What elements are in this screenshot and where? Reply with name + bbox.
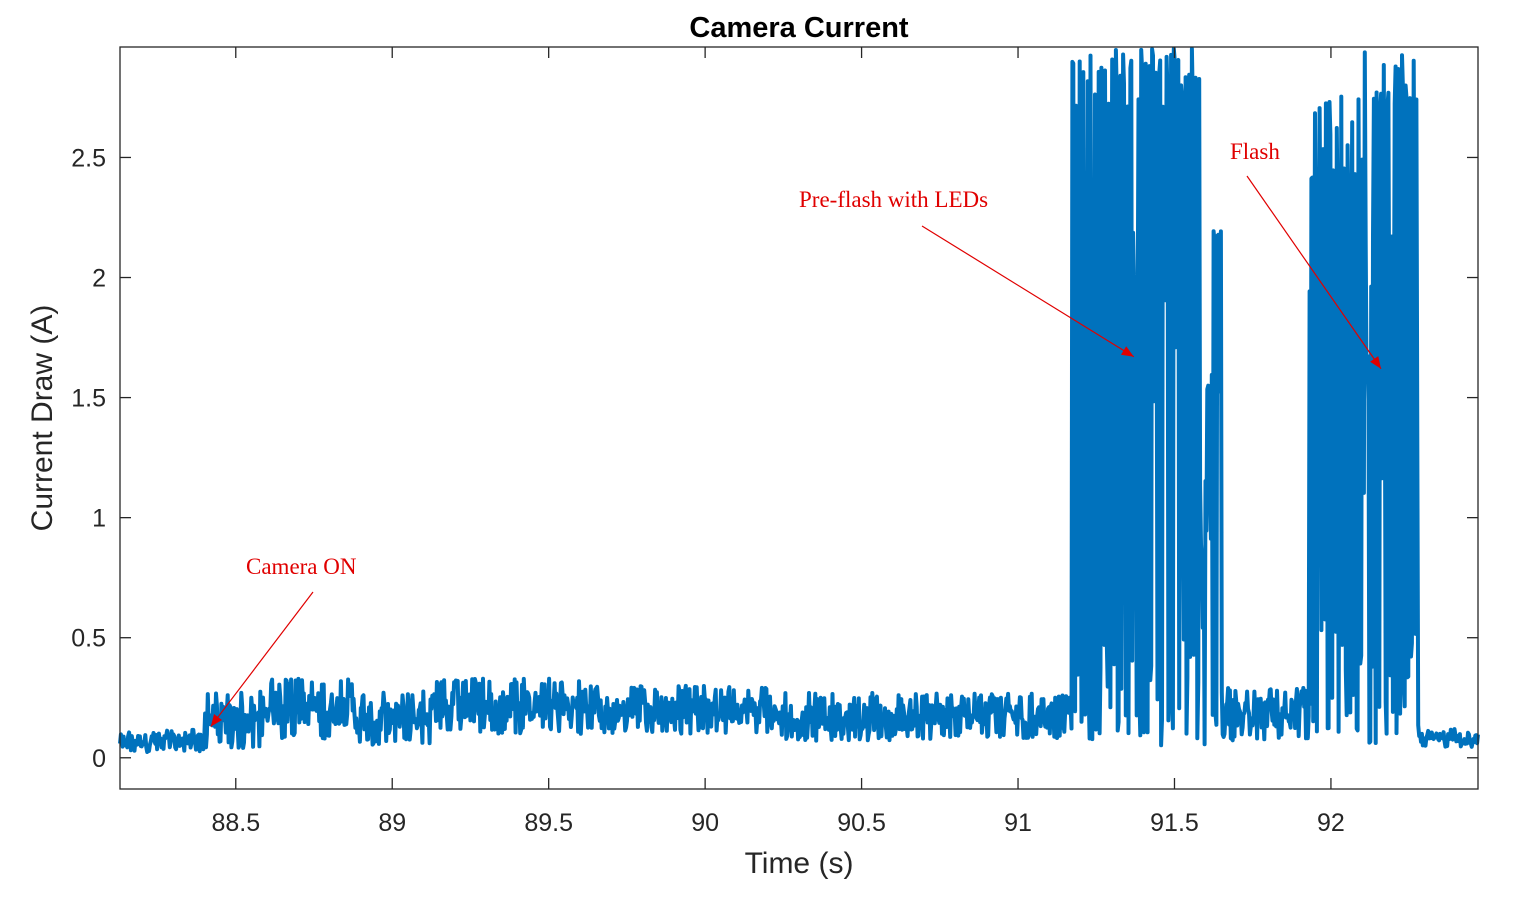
x-tick-label: 91.5 [1150, 809, 1199, 837]
x-tick-label: 89.5 [524, 809, 573, 837]
annotation-label: Pre-flash with LEDs [799, 187, 988, 212]
y-axis-title: Current Draw (A) [26, 305, 59, 532]
y-tick-label: 0.5 [71, 625, 106, 653]
x-tick-label: 90 [691, 809, 719, 837]
x-axis-title: Time (s) [745, 847, 854, 880]
annotation-arrowhead [210, 713, 222, 727]
annotation-layer: Camera ON Pre-flash with LEDs Flash [210, 139, 1382, 727]
x-tick-label: 90.5 [837, 809, 886, 837]
annotation-arrow [1246, 175, 1382, 370]
annotation-arrow [921, 225, 1135, 358]
annotation-label: Flash [1230, 139, 1280, 164]
annotation-arrow [210, 591, 314, 727]
x-tick-label: 89 [378, 809, 406, 837]
x-tick-label: 92 [1317, 809, 1345, 837]
y-tick-label: 1.5 [71, 385, 106, 413]
annotation-arrowhead [1120, 346, 1134, 357]
plot-frame [119, 46, 1479, 790]
y-tick-label: 0 [92, 745, 106, 773]
x-tick-label: 88.5 [211, 809, 260, 837]
chart-title: Camera Current [689, 12, 909, 44]
series-line [118, 46, 1480, 754]
y-tick-label: 1 [92, 505, 106, 533]
plot-area [120, 47, 1478, 789]
y-tick-label: 2.5 [71, 144, 106, 172]
x-tick-label: 91 [1004, 809, 1032, 837]
ticks-layer: 88.5 89 89.5 90 90.5 91 91.5 92 0 0.5 1 1.5 2 2.5 [71, 47, 1478, 837]
annotation-label: Camera ON [246, 554, 357, 579]
y-tick-label: 2 [92, 265, 106, 293]
series-layer [118, 46, 1480, 754]
annotation-arrowhead [1370, 356, 1381, 369]
